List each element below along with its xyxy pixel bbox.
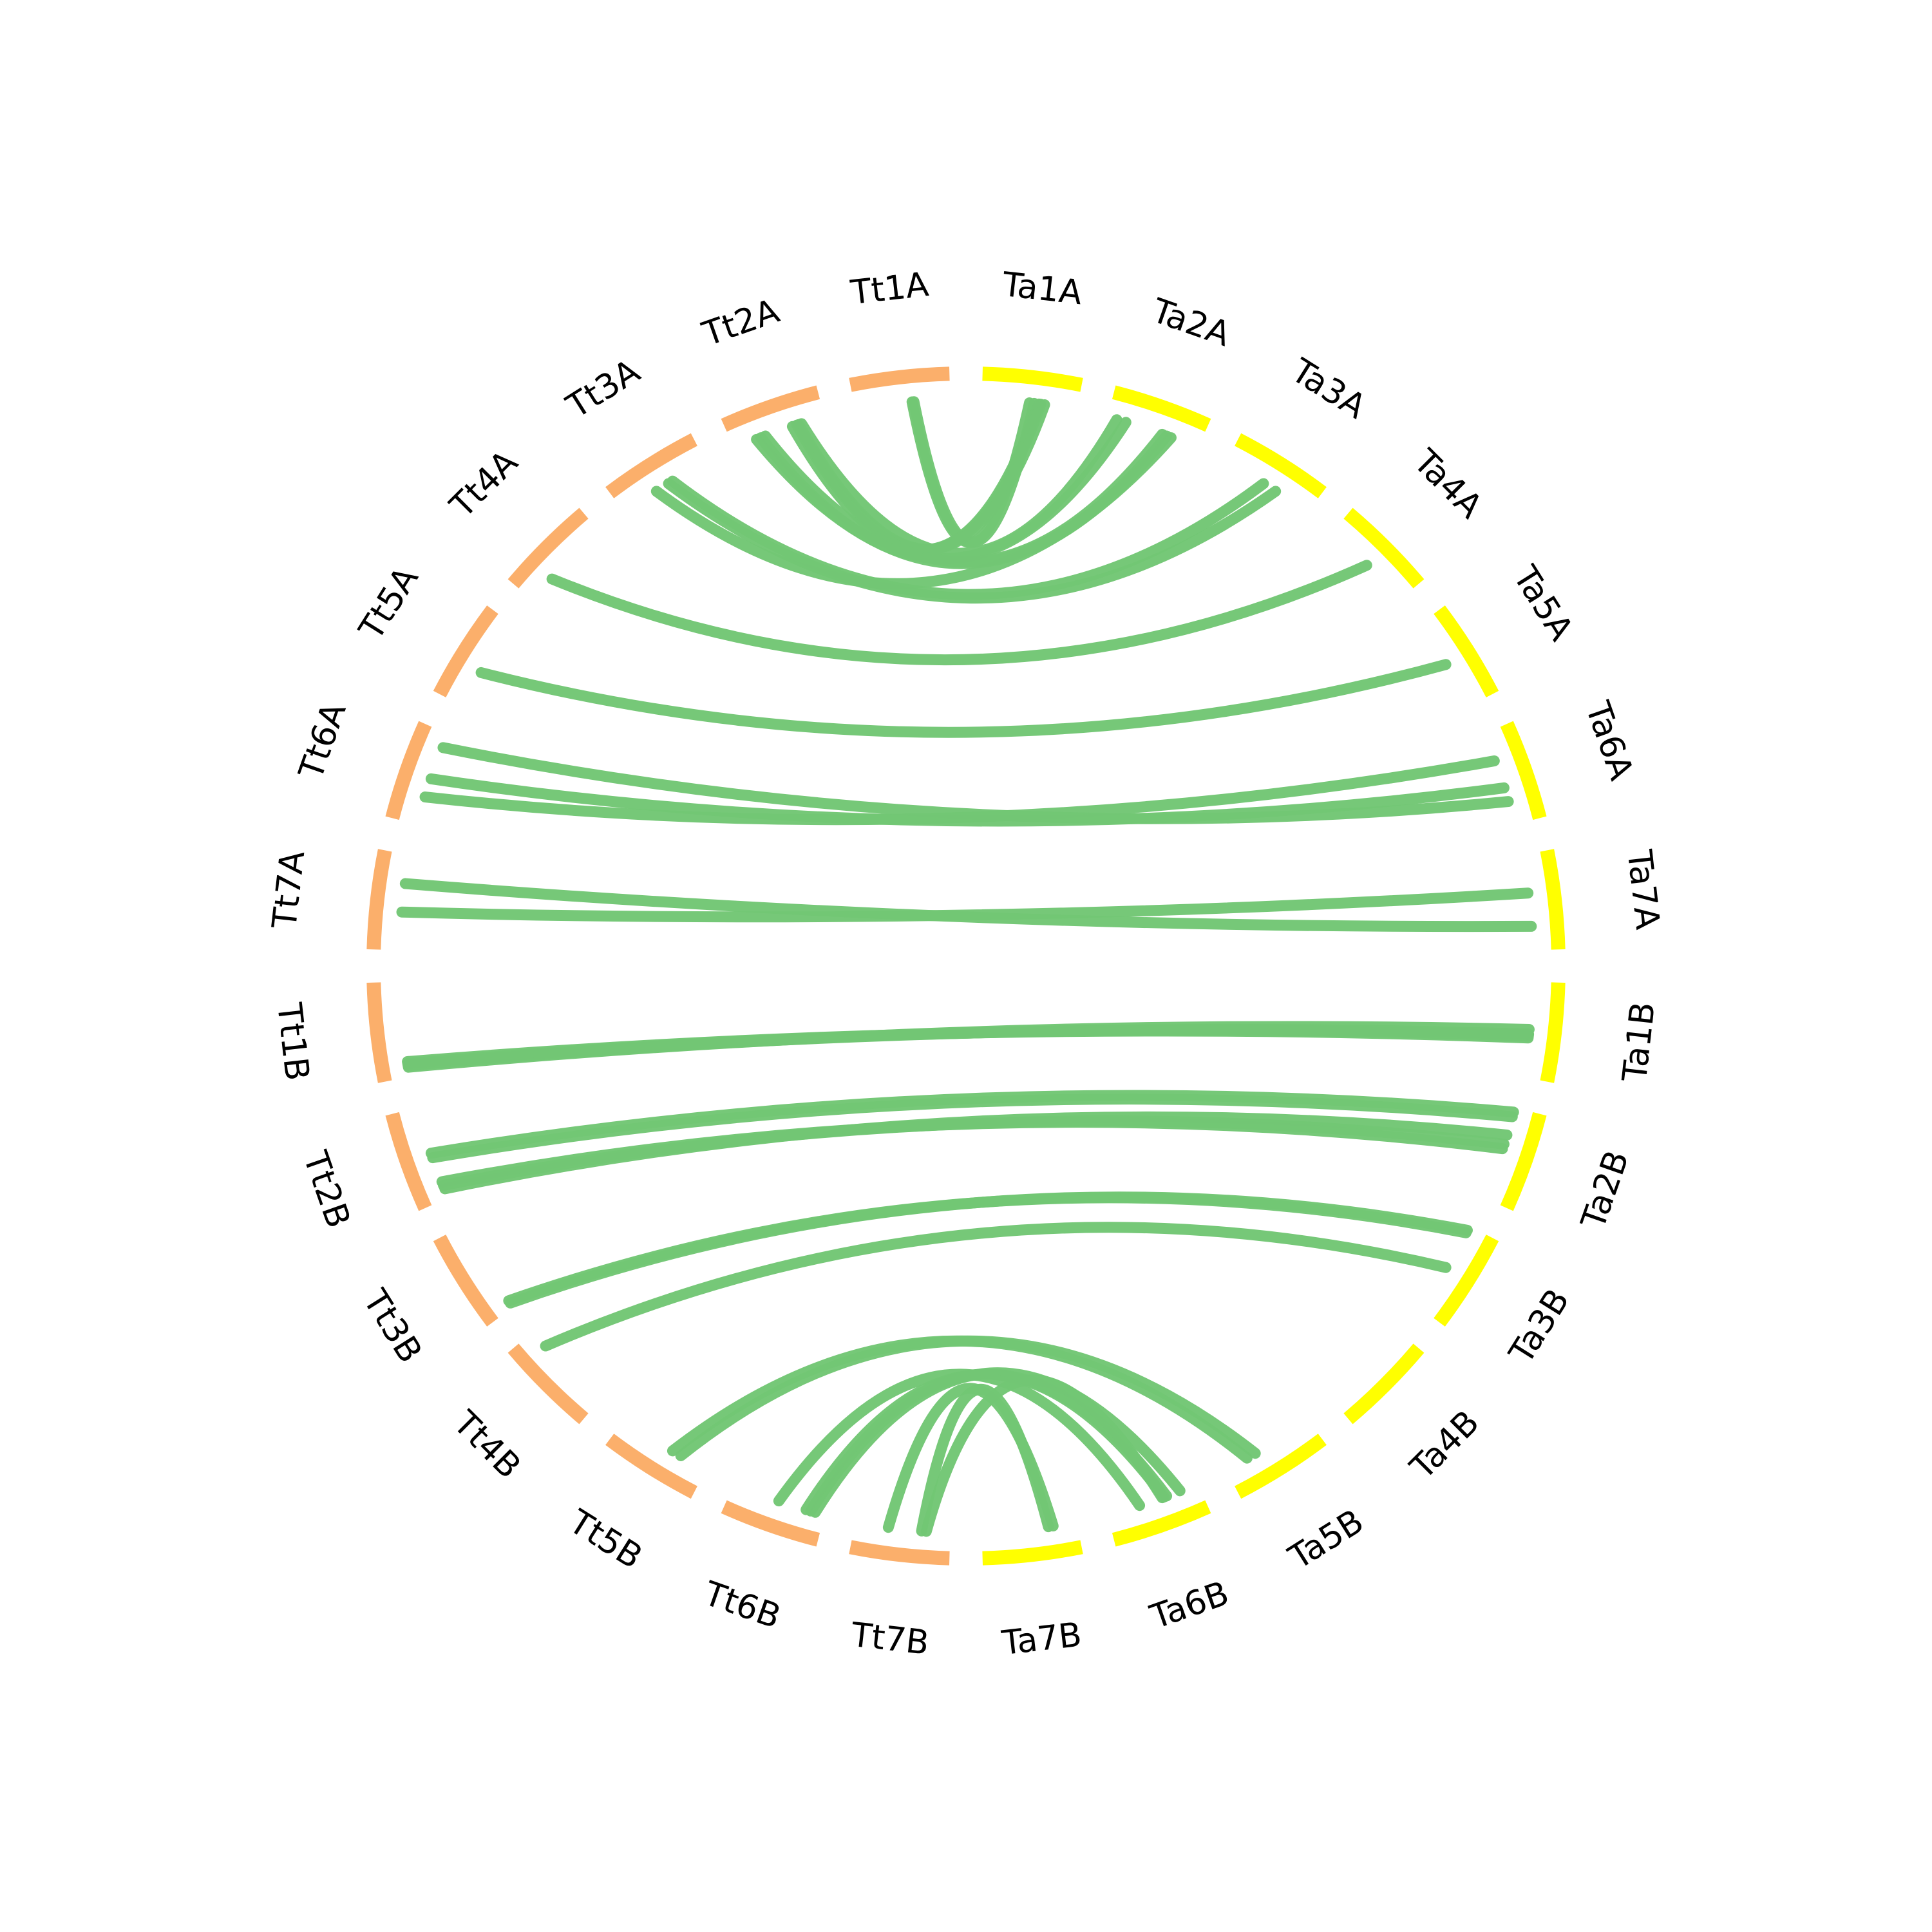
chromosome-arc-tt5b <box>605 1434 697 1499</box>
label-ta7a: Ta7A <box>1620 848 1667 932</box>
label-ta1a: Ta1A <box>1000 265 1084 313</box>
link-tt4a-ta4a <box>546 560 1372 666</box>
label-tt7a: Tt7A <box>265 849 312 931</box>
chromosome-arc-ta5b <box>1235 1434 1327 1499</box>
link-tt2b-ta2b <box>436 1117 1508 1188</box>
link-tt4b-ta3b <box>540 1222 1452 1352</box>
chromosome-arc-ta2a <box>1112 385 1211 432</box>
chromosome-arc-tt3a <box>605 433 697 498</box>
chromosome-arc-ta5a <box>1434 605 1499 697</box>
chromosome-arc-tt6b <box>721 1500 820 1547</box>
chromosome-arc-ta2b <box>1500 1112 1547 1211</box>
link-tt6b-ta6b <box>773 1368 1146 1511</box>
chromosome-arc-tt3b <box>433 1235 498 1327</box>
link-tt7b-ta6b <box>920 1374 1168 1537</box>
chromosome-arc-ta1a <box>982 366 1083 392</box>
chromosome-arc-tt7b <box>849 1540 950 1566</box>
chromosome-arc-tt6a <box>385 721 432 820</box>
chromosome-arc-ta7a <box>1540 849 1566 950</box>
chromosome-arc-ta7b <box>982 1540 1083 1566</box>
label-ta7b: Ta7B <box>999 1616 1084 1663</box>
chromosome-arc-tt4a <box>507 507 589 589</box>
link-tt5b-ta5b <box>667 1335 1253 1464</box>
link-tt2b-ta2b <box>425 1090 1519 1159</box>
label-tt7b: Tt7B <box>849 1616 931 1663</box>
link-tt5a-ta5a <box>475 659 1452 738</box>
chromosome-arc-ta3b <box>1434 1235 1499 1327</box>
link-tt3a-ta2a <box>650 432 1177 589</box>
link-tt7a-ta7a <box>399 878 1537 933</box>
chromosome-arc-tt2b <box>385 1112 432 1211</box>
chromosome-arc-ta4b <box>1343 1343 1425 1425</box>
label-ta1b: Ta1B <box>1616 1000 1663 1084</box>
label-tt1a: Tt1A <box>848 265 931 312</box>
chromosome-arc-ta4a <box>1343 507 1425 589</box>
link-tt7b-ta7b <box>882 1383 1059 1533</box>
chromosome-arcs <box>366 366 1566 1566</box>
chromosome-arc-tt7a <box>366 849 392 950</box>
chromosome-arc-tt5a <box>433 605 498 697</box>
chromosome-arc-ta1b <box>1540 982 1566 1083</box>
link-tt1b-ta1b <box>402 1025 1534 1067</box>
chromosome-arc-tt4b <box>507 1343 589 1425</box>
chromosome-arc-ta3a <box>1235 433 1327 498</box>
link-tt3a-ta3a <box>663 478 1282 604</box>
chromosome-arc-tt1a <box>849 366 950 392</box>
chromosome-arc-ta6a <box>1500 721 1547 820</box>
link-tt3b-ta3b <box>503 1192 1472 1307</box>
links-layer <box>396 396 1537 1537</box>
chromosome-arc-tt2a <box>721 385 820 432</box>
link-tt6a-ta6a <box>425 773 1510 827</box>
chromosome-arc-ta6b <box>1112 1500 1211 1547</box>
label-tt1b: Tt1B <box>269 1000 316 1083</box>
link-tt6a-ta6a <box>437 742 1514 824</box>
chromosome-arc-tt1b <box>366 982 392 1083</box>
